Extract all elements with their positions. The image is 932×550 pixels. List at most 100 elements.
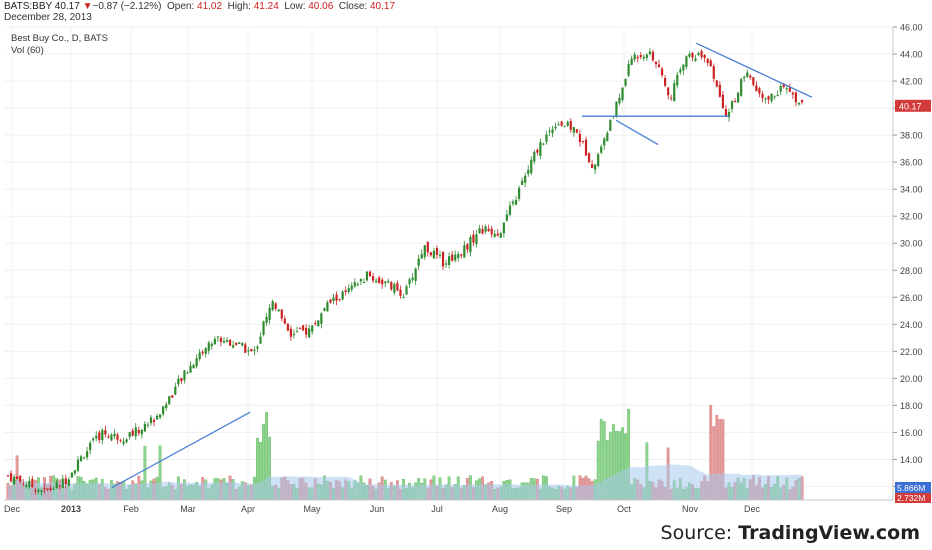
candle-body xyxy=(259,336,262,344)
candle-body xyxy=(730,101,734,109)
candle-body xyxy=(76,459,80,471)
candle-body xyxy=(746,72,749,78)
candle-body xyxy=(651,51,655,61)
candle-body xyxy=(697,53,700,56)
axes: 12.0014.0016.0018.0020.0022.0024.0026.00… xyxy=(4,23,931,514)
last-price-tag xyxy=(895,99,931,112)
candle-body xyxy=(740,79,743,96)
candle-body xyxy=(752,77,755,85)
candle-body xyxy=(545,134,548,142)
y-tick-label: 24.00 xyxy=(900,320,923,330)
candle-body xyxy=(241,342,244,346)
volume-avg-tag-label: 5.866M xyxy=(897,483,925,493)
candle-body xyxy=(308,328,311,338)
candle-body xyxy=(496,233,499,236)
candle-body xyxy=(578,134,582,143)
volume-legend: Vol (60) xyxy=(11,45,44,56)
source-prefix: Source: xyxy=(660,522,739,544)
close-value: 40.17 xyxy=(369,1,396,12)
candle-body xyxy=(530,159,533,174)
candle-body xyxy=(25,485,28,487)
candle-body xyxy=(155,415,159,420)
candle-body xyxy=(256,346,259,349)
candle-body xyxy=(116,434,119,440)
candle-body xyxy=(122,441,125,444)
candle-body xyxy=(262,321,265,335)
candle-body xyxy=(703,54,706,59)
y-tick-label: 42.00 xyxy=(900,77,923,87)
volume-last-tag xyxy=(895,493,931,503)
candle-body xyxy=(563,125,566,127)
candle-body xyxy=(733,101,737,103)
candle-body xyxy=(6,475,10,477)
volume-avg-tag xyxy=(895,482,931,493)
candle-body xyxy=(131,430,134,436)
candle-body xyxy=(627,63,630,76)
x-tick-label: Dec xyxy=(4,504,21,514)
candle-body xyxy=(785,88,788,90)
chart-gridlines xyxy=(4,26,893,500)
candle-body xyxy=(225,340,229,342)
candle-body xyxy=(691,52,694,58)
x-tick-label: Mar xyxy=(180,504,196,514)
candle-body xyxy=(247,350,250,352)
header-date: December 28, 2013 xyxy=(4,12,92,23)
candle-body xyxy=(43,488,46,490)
candle-body xyxy=(238,342,241,344)
candle-body xyxy=(478,228,481,234)
candle-body xyxy=(557,124,560,126)
candle-body xyxy=(454,254,457,261)
candle-body xyxy=(654,61,658,65)
candle-body xyxy=(204,348,207,354)
candle-body xyxy=(554,126,557,129)
candle-body xyxy=(280,309,283,319)
trend-lines xyxy=(111,42,813,489)
candle-body xyxy=(670,97,673,99)
candle-body xyxy=(311,325,314,332)
y-tick-label: 46.00 xyxy=(900,23,923,33)
candle-body xyxy=(423,245,426,257)
candle-body xyxy=(575,129,578,133)
candle-body xyxy=(536,149,539,153)
candle-body xyxy=(700,51,703,58)
y-tick-label: 44.00 xyxy=(900,50,923,60)
candle-body xyxy=(664,78,667,86)
candle-body xyxy=(98,432,101,441)
candle-body xyxy=(326,302,329,312)
candle-body xyxy=(639,55,642,57)
candle-body xyxy=(472,234,475,243)
symbol-label: BATS:BBY xyxy=(4,1,52,12)
candle-body xyxy=(767,96,770,100)
candle-body xyxy=(457,254,460,259)
candle-body xyxy=(381,279,384,285)
volume-last-tag-label: 2.732M xyxy=(897,493,925,503)
candle-body xyxy=(615,101,618,118)
candle-body xyxy=(232,345,235,348)
candle-body xyxy=(329,299,332,303)
y-tick-label: 26.00 xyxy=(900,293,923,303)
candle-body xyxy=(448,256,451,266)
candle-body xyxy=(183,370,186,381)
candle-body xyxy=(542,143,545,145)
candle-body xyxy=(405,286,408,295)
candle-body xyxy=(393,284,396,293)
candle-body xyxy=(289,328,293,337)
y-tick-label: 32.00 xyxy=(900,212,923,222)
candle-body xyxy=(679,69,682,73)
last-price: 40.17 xyxy=(54,1,80,12)
candle-body xyxy=(566,121,569,126)
candle-body xyxy=(292,333,296,336)
x-tick-label: Oct xyxy=(617,504,632,514)
candle-body xyxy=(149,417,153,424)
candle-body xyxy=(128,432,131,437)
source-credit: Source: TradingView.com xyxy=(661,522,920,544)
candle-body xyxy=(648,51,651,55)
down-arrow-icon: ▼ xyxy=(82,1,93,12)
candle-body xyxy=(95,435,98,439)
x-tick-label: Jun xyxy=(370,504,385,514)
close-label: Close: xyxy=(338,1,368,12)
volume-bars xyxy=(6,405,804,501)
candle-body xyxy=(353,282,356,287)
candle-body xyxy=(19,475,22,482)
